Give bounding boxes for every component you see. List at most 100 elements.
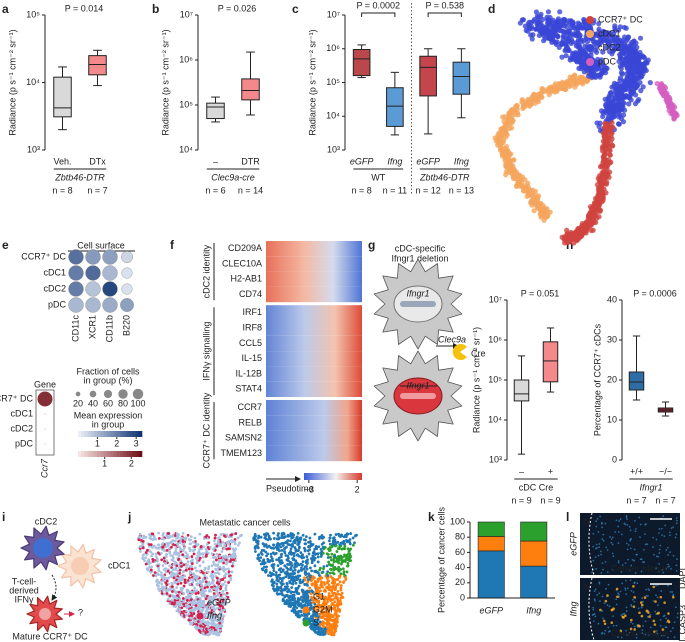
cell-point bbox=[231, 547, 235, 551]
row-label: eGFP bbox=[568, 532, 578, 556]
gene-label: CLEC10A bbox=[222, 258, 262, 268]
cell-point bbox=[268, 571, 272, 574]
cell-point bbox=[166, 541, 170, 545]
cell-point bbox=[270, 546, 274, 550]
cell-point bbox=[270, 583, 274, 587]
cell-point bbox=[590, 227, 596, 233]
speck bbox=[658, 563, 661, 565]
panel-letter: c bbox=[292, 2, 299, 16]
cell-point bbox=[313, 579, 317, 583]
cell-point bbox=[599, 187, 605, 193]
cell-point bbox=[138, 535, 142, 539]
cell-point bbox=[311, 598, 315, 601]
colorbar-step bbox=[132, 451, 136, 457]
cell-point bbox=[331, 623, 334, 627]
cell-point bbox=[213, 587, 216, 590]
y-tick-label: 10⁶ bbox=[488, 334, 502, 344]
cell-point bbox=[576, 24, 582, 30]
cell-point bbox=[566, 18, 572, 24]
cell-point bbox=[330, 603, 334, 606]
cell-point bbox=[342, 572, 346, 576]
y-axis-label: Radiance (p s⁻¹ cm⁻² sr⁻¹) bbox=[160, 29, 170, 135]
cell-point bbox=[606, 49, 613, 55]
cell-point bbox=[204, 597, 208, 601]
cell-point bbox=[534, 198, 540, 204]
cell-point bbox=[224, 602, 228, 606]
group-label: Clec9a-cre bbox=[211, 172, 255, 182]
cell-point bbox=[601, 125, 607, 131]
cell-point bbox=[185, 613, 189, 617]
cell-point bbox=[161, 545, 165, 549]
cell-point bbox=[276, 579, 280, 582]
cell-point bbox=[328, 608, 332, 611]
cell-point bbox=[170, 598, 174, 602]
cell-point bbox=[610, 143, 616, 149]
cell-point bbox=[331, 598, 335, 601]
cell-point bbox=[155, 583, 159, 587]
dot bbox=[43, 442, 47, 446]
cell-point bbox=[155, 573, 158, 576]
speck bbox=[629, 547, 632, 550]
panel-letter: l bbox=[566, 510, 569, 524]
cell-point bbox=[209, 602, 213, 606]
cell-point bbox=[538, 11, 544, 17]
speck bbox=[618, 520, 620, 522]
cell-point bbox=[184, 603, 188, 607]
cell-point bbox=[542, 28, 548, 35]
cell-point bbox=[204, 547, 208, 551]
cell-point bbox=[316, 618, 320, 621]
cell-point bbox=[509, 163, 515, 169]
colorbar-step bbox=[103, 431, 108, 437]
cell-point bbox=[150, 545, 154, 549]
cell-point bbox=[559, 41, 565, 47]
cell-point bbox=[623, 84, 629, 90]
cell-point bbox=[316, 579, 320, 583]
cell-point bbox=[297, 563, 301, 567]
cell-point bbox=[343, 554, 347, 558]
cell-point bbox=[324, 612, 328, 616]
cell-point bbox=[149, 543, 153, 547]
colorbar-step bbox=[138, 451, 143, 457]
cell-point bbox=[314, 598, 317, 602]
colorbar-label: 2 bbox=[114, 438, 119, 448]
cell-point bbox=[270, 557, 274, 561]
speck bbox=[664, 524, 667, 527]
n-label: n = 6 bbox=[205, 185, 225, 195]
speck bbox=[669, 551, 672, 553]
cell-point bbox=[336, 599, 340, 602]
speck bbox=[638, 516, 641, 519]
cell-point bbox=[315, 583, 318, 587]
cell-point bbox=[600, 49, 606, 55]
column-label: CD11c bbox=[70, 315, 80, 342]
cell-point bbox=[312, 629, 316, 632]
speck bbox=[629, 529, 632, 532]
y-tick-label: 60 bbox=[455, 547, 465, 557]
cell-point bbox=[272, 573, 276, 576]
cell-point bbox=[576, 65, 582, 71]
cell-point bbox=[290, 532, 294, 536]
speck bbox=[675, 517, 678, 519]
cell-point bbox=[182, 609, 186, 613]
cell-point bbox=[329, 567, 332, 571]
cell-point bbox=[579, 231, 585, 238]
speck bbox=[652, 546, 654, 548]
speck bbox=[640, 570, 643, 573]
cell-point bbox=[339, 586, 343, 590]
cell-point bbox=[149, 550, 153, 554]
box bbox=[241, 78, 260, 101]
cell-point bbox=[172, 563, 176, 566]
cell-point bbox=[181, 553, 185, 557]
cell-point bbox=[290, 572, 293, 576]
cell-point bbox=[344, 576, 348, 580]
cell-point bbox=[318, 574, 321, 577]
cell-point bbox=[171, 539, 175, 542]
cell-point bbox=[173, 601, 176, 605]
y-tick-label: 10⁶ bbox=[179, 54, 193, 64]
y-tick-label: 10⁴ bbox=[326, 111, 340, 121]
y-tick-label: 10³ bbox=[489, 454, 502, 464]
cell-point bbox=[173, 560, 177, 564]
cell-point bbox=[616, 40, 622, 47]
cell-point bbox=[591, 200, 598, 206]
cell-point bbox=[189, 571, 193, 575]
cell-point bbox=[319, 583, 323, 587]
